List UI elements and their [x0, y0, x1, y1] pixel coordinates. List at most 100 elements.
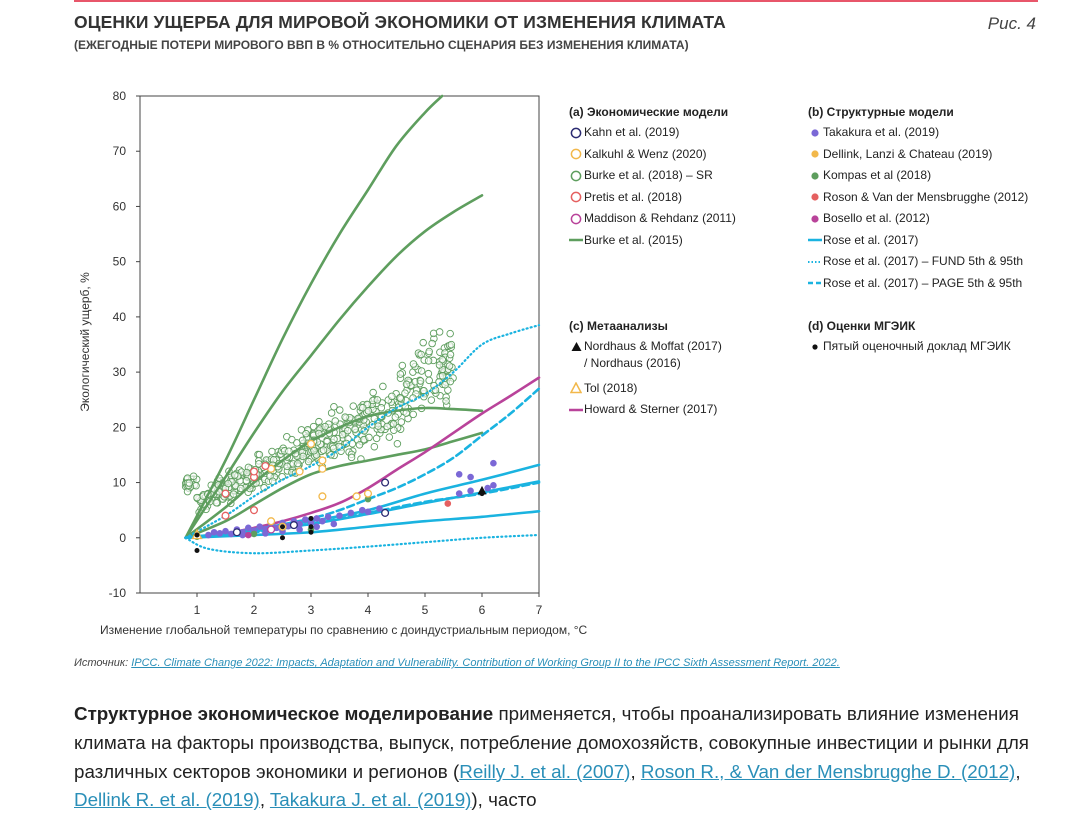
burke-2018-point — [224, 479, 232, 488]
data-point — [455, 470, 463, 478]
legend-item: Dellink, Lanzi & Chateau (2019) — [808, 147, 1028, 169]
burke-2018-point — [446, 350, 455, 359]
burke-2018-point — [401, 389, 409, 397]
triangle-icon — [569, 339, 583, 354]
data-point — [484, 484, 492, 492]
data-point — [330, 520, 338, 528]
burke-2018-point — [302, 429, 310, 438]
paragraph-text: применяется, чтобы проанализировать влия… — [74, 703, 1029, 782]
legend-item: Tol (2018) — [569, 381, 722, 403]
source-link[interactable]: IPCC. Climate Change 2022: Impacts, Adap… — [131, 657, 840, 669]
burke-2018-point — [341, 413, 349, 421]
burke-2018-point — [304, 457, 313, 466]
dot-icon — [808, 339, 822, 354]
legend-heading: (c) Метаанализы — [569, 319, 668, 333]
burke-2018-point — [429, 329, 438, 338]
legend-heading: (b) Структурные модели — [808, 105, 954, 119]
legend-item: Burke et al. (2018) – SR — [569, 168, 736, 190]
burke-2018-point — [193, 493, 201, 502]
y-tick-label: 50 — [113, 255, 127, 269]
data-point — [313, 515, 321, 522]
burke-2018-point — [383, 422, 391, 431]
legend-label: Rose et al. (2017) – PAGE 5th & 95th — [823, 275, 1023, 290]
burke-2018-point — [349, 402, 358, 410]
burke-2018-point — [424, 357, 433, 365]
burke-2018-point — [373, 396, 382, 404]
series-line — [184, 194, 484, 540]
burke-2018-point — [364, 407, 373, 415]
data-point — [318, 456, 327, 465]
legend-label: Pretis et al. (2018) — [584, 189, 683, 204]
data-point — [295, 467, 304, 476]
series-line — [184, 533, 541, 555]
legend-label: Rose et al. (2017) — [823, 232, 919, 247]
legend-item: Kalkuhl & Wenz (2020) — [569, 147, 736, 169]
burke-2018-point — [446, 329, 454, 338]
burke-2018-point — [230, 471, 239, 479]
source-note: Источник: IPCC. Climate Change 2022: Imp… — [74, 657, 840, 669]
series-line — [184, 324, 541, 539]
data-point — [284, 522, 292, 530]
legend-item: Bosello et al. (2012) — [808, 211, 1028, 233]
data-point — [313, 523, 321, 531]
open-triangle-icon — [569, 381, 583, 396]
x-tick-label: 7 — [536, 603, 543, 617]
filled-circle-icon — [808, 190, 822, 205]
data-point — [261, 461, 270, 471]
burke-2018-point — [321, 422, 329, 431]
data-point — [324, 513, 332, 521]
data-point — [289, 521, 298, 530]
burke-2018-point — [268, 447, 276, 456]
data-point — [221, 511, 230, 520]
x-tick-label: 2 — [251, 603, 258, 617]
burke-2018-point — [389, 420, 398, 428]
burke-2018-point — [416, 377, 425, 385]
open-circle-icon — [569, 168, 583, 183]
y-tick-label: -10 — [109, 586, 127, 600]
legend-label: Пятый оценочный доклад МГЭИК — [823, 339, 1011, 353]
burke-2018-point — [338, 430, 347, 439]
data-point — [250, 530, 258, 538]
data-point — [455, 490, 463, 497]
data-point — [359, 506, 366, 514]
series-line — [184, 94, 444, 540]
reference-link[interactable]: Takakura J. et al. (2019) — [269, 789, 472, 811]
burke-2018-point — [398, 361, 407, 370]
burke-2018-point — [417, 350, 425, 359]
data-point — [245, 531, 252, 539]
paragraph-text: ), часто — [471, 789, 537, 811]
burke-2018-point — [374, 422, 382, 430]
data-point — [444, 500, 452, 507]
burke-2018-point — [329, 444, 338, 453]
chart-title: ОЦЕНКИ УЩЕРБА ДЛЯ МИРОВОЙ ЭКОНОМИКИ ОТ И… — [74, 12, 726, 32]
reference-link[interactable]: Dellink R. et al. (2019) — [74, 789, 260, 811]
legend-item: Nordhaus & Moffat (2017) — [569, 339, 722, 356]
legend-item-continued: / Nordhaus (2016) — [569, 356, 722, 378]
data-point — [245, 524, 252, 532]
reference-link[interactable]: Roson R., & Van der Mensbrugghe D. (2012… — [640, 760, 1016, 782]
data-point — [280, 535, 285, 541]
y-tick-label: 0 — [119, 531, 126, 545]
data-point — [267, 525, 276, 534]
paragraph-sep: , — [630, 760, 641, 782]
data-point — [477, 485, 487, 495]
line-icon — [569, 233, 583, 248]
burke-2018-point — [447, 340, 456, 349]
plot-frame — [139, 95, 540, 594]
burke-2018-point — [365, 433, 373, 442]
data-point — [249, 467, 259, 476]
legend-item: Rose et al. (2017) – FUND 5th & 95th — [808, 254, 1028, 276]
burke-2018-point — [397, 418, 406, 426]
reference-link[interactable]: Reilly J. et al. (2007) — [459, 760, 631, 782]
burke-2018-point — [299, 452, 307, 461]
burke-2018-point — [347, 453, 356, 462]
data-point — [221, 489, 230, 498]
y-tick-label: 70 — [113, 144, 127, 158]
burke-2018-point — [385, 433, 394, 441]
data-point — [381, 508, 390, 517]
data-point — [347, 509, 355, 517]
data-point — [363, 489, 373, 498]
data-point — [256, 523, 264, 531]
burke-2018-scatter — [181, 328, 457, 517]
legend-label: Burke et al. (2018) – SR — [584, 168, 713, 182]
